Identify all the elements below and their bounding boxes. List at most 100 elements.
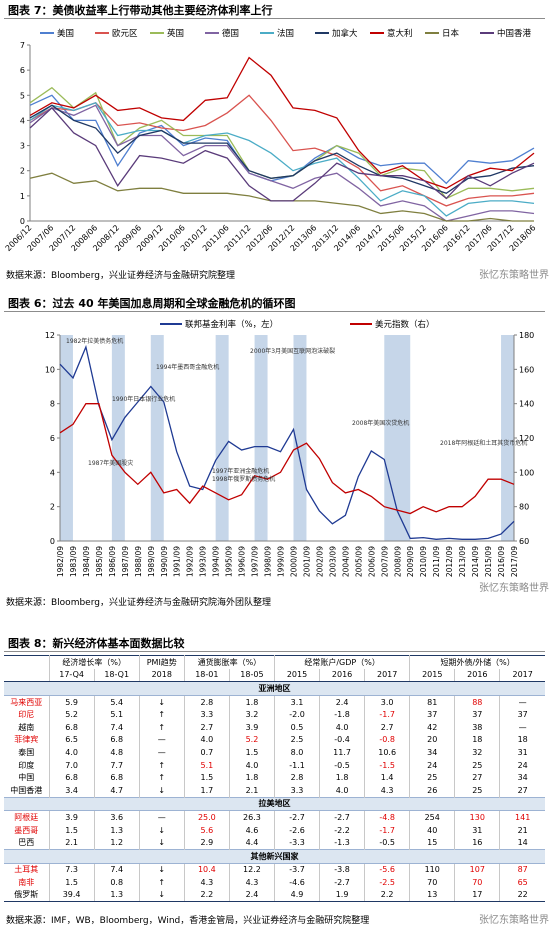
header-row: 经济增长率（%） PMI趋势 通货膨胀率（%） 经常账户/GDP（%） 短期外债/外储（… (4, 654, 545, 669)
value-cell: -1.5 (364, 758, 411, 772)
value-cell: 2.8 (184, 695, 230, 709)
y-tick-label: 6 (20, 66, 25, 75)
data-row: 墨西哥 1.5 1.3 ↓ 5.6 4.6 -2.6 -2.2 -1.7 40 31 21 (4, 823, 545, 837)
value-cell: -4.6 (274, 876, 321, 889)
value-cell: 2.4 (229, 888, 275, 903)
x-tick-label: 1988/09 (134, 546, 143, 577)
value-cell: -2.7 (274, 810, 321, 824)
y2-tick-label: 160 (519, 365, 534, 374)
group-header: PMI趋势 (139, 654, 185, 669)
value-cell: -1.7 (364, 708, 411, 721)
x-tick-label: 2007/09 (380, 546, 389, 577)
value-cell: 5.6 (184, 823, 230, 837)
annotation: 2000年3月美国互联网泡沫破裂 (250, 347, 335, 355)
value-cell: 3.9 (229, 720, 275, 734)
yield-chart: 012345672006/122007/062007/122008/062008… (4, 28, 538, 253)
crisis-band (254, 335, 268, 541)
crisis-band (215, 335, 229, 541)
value-cell: 3.9 (49, 810, 95, 824)
value-cell: 1.5 (229, 746, 275, 759)
x-tick-label: 1986/09 (108, 546, 117, 577)
data-row: 土耳其 7.3 7.4 ↓ 10.4 12.2 -3.7 -3.8 -5.6 110 107 87 (4, 863, 545, 877)
value-cell: 4.0 (229, 758, 275, 772)
value-cell: ↑ (139, 771, 185, 784)
series-line (29, 172, 534, 222)
data-row: 南非 1.5 0.8 ↑ 4.3 4.3 -4.6 -2.7 -2.5 70 70 65 (4, 876, 545, 889)
group-header: 短期外债/外储（%） (409, 654, 545, 669)
data-row: 中国 6.8 6.8 ↑ 1.5 1.8 2.8 1.8 1.4 25 27 34 (4, 771, 545, 784)
value-cell: 4.3 (364, 783, 411, 798)
value-cell: ↓ (139, 823, 185, 837)
value-cell: — (139, 733, 185, 747)
value-cell: -2.0 (274, 708, 321, 721)
value-cell: 5.4 (94, 695, 140, 709)
x-tick-label: 2011/09 (432, 546, 441, 577)
y2-tick-label: 140 (519, 400, 534, 409)
value-cell: 1.2 (94, 836, 140, 850)
legend-label: 英国 (167, 28, 184, 39)
value-cell: 2.7 (184, 720, 230, 734)
x-tick-label: 2005/09 (354, 546, 363, 577)
x-tick-label: 2013/09 (458, 546, 467, 577)
value-cell: 34 (409, 746, 456, 759)
column-header: 2018 (139, 668, 185, 683)
value-cell: 12.2 (229, 863, 275, 877)
value-cell: 110 (409, 863, 456, 877)
x-tick-label: 2009/09 (406, 546, 415, 577)
x-tick-label: 2015/09 (484, 546, 493, 577)
value-cell: 34 (517, 773, 528, 783)
legend-label: 法国 (277, 28, 294, 39)
x-tick-label: 2001/09 (302, 546, 311, 577)
legend-label: 美元指数（右） (375, 319, 435, 330)
value-cell: 4.6 (229, 823, 275, 837)
value-cell: 4.0 (184, 733, 230, 747)
value-cell: 18 (454, 733, 501, 747)
value-cell: 37 (454, 708, 501, 721)
value-cell: 4.4 (229, 836, 275, 850)
annotation: 1990年日本银行业危机 (112, 395, 175, 403)
value-cell: 18 (517, 735, 528, 745)
value-cell: 5.1 (184, 758, 230, 772)
annotation: 1998年俄罗斯债务危机 (212, 475, 275, 483)
y-tick-label: 1 (20, 192, 25, 201)
value-cell: 3.0 (364, 695, 411, 709)
y-tick-label: 0 (20, 217, 25, 226)
column-header: 2016 (319, 668, 366, 683)
value-cell: 3.3 (184, 708, 230, 721)
value-cell: 0.8 (94, 876, 140, 889)
x-tick-label: 1991/09 (173, 546, 182, 577)
country-cell: 土耳其 (4, 863, 50, 877)
value-cell: 22 (499, 888, 545, 903)
value-cell: ↓ (139, 888, 185, 903)
value-cell: 27 (517, 785, 528, 795)
value-cell: 4.0 (319, 783, 366, 798)
y-tick-label: 12 (45, 331, 55, 340)
value-cell: 6.8 (49, 720, 95, 734)
value-cell: 2.7 (364, 720, 411, 734)
value-cell: 2.2 (184, 888, 230, 903)
series-line (29, 56, 535, 190)
y2-tick-label: 100 (519, 468, 534, 477)
value-cell: ↓ (139, 783, 185, 798)
value-cell: 6.8 (94, 771, 140, 784)
header-cell (4, 668, 50, 683)
value-cell: 4.8 (94, 746, 140, 759)
x-tick-label: 2003/09 (328, 546, 337, 577)
value-cell: 21 (517, 825, 528, 835)
crisis-band (501, 335, 514, 541)
value-cell: 70 (454, 876, 501, 889)
section-title: 其他新兴国家 (4, 848, 545, 864)
annotation: 2018年阿根廷和土耳其货币危机 (440, 439, 527, 447)
source-note: 数据来源：IMF，WB，Bloomberg，Wind，香港金管局，兴业证券经济与… (0, 914, 549, 928)
x-tick-label: 2002/09 (315, 546, 324, 577)
column-header: 18-05 (229, 668, 275, 683)
value-cell: 31 (454, 823, 501, 837)
value-cell: 39.4 (49, 888, 95, 903)
crisis-band (384, 335, 411, 541)
value-cell: -3.7 (274, 863, 321, 877)
value-cell: 1.7 (184, 783, 230, 798)
x-tick-label: 2004/09 (341, 546, 350, 577)
country-cell: 菲律宾 (4, 733, 50, 747)
table-title: 图表 8：新兴经济体基本面数据比较 (4, 636, 545, 652)
x-tick-label: 2012/09 (445, 546, 454, 577)
